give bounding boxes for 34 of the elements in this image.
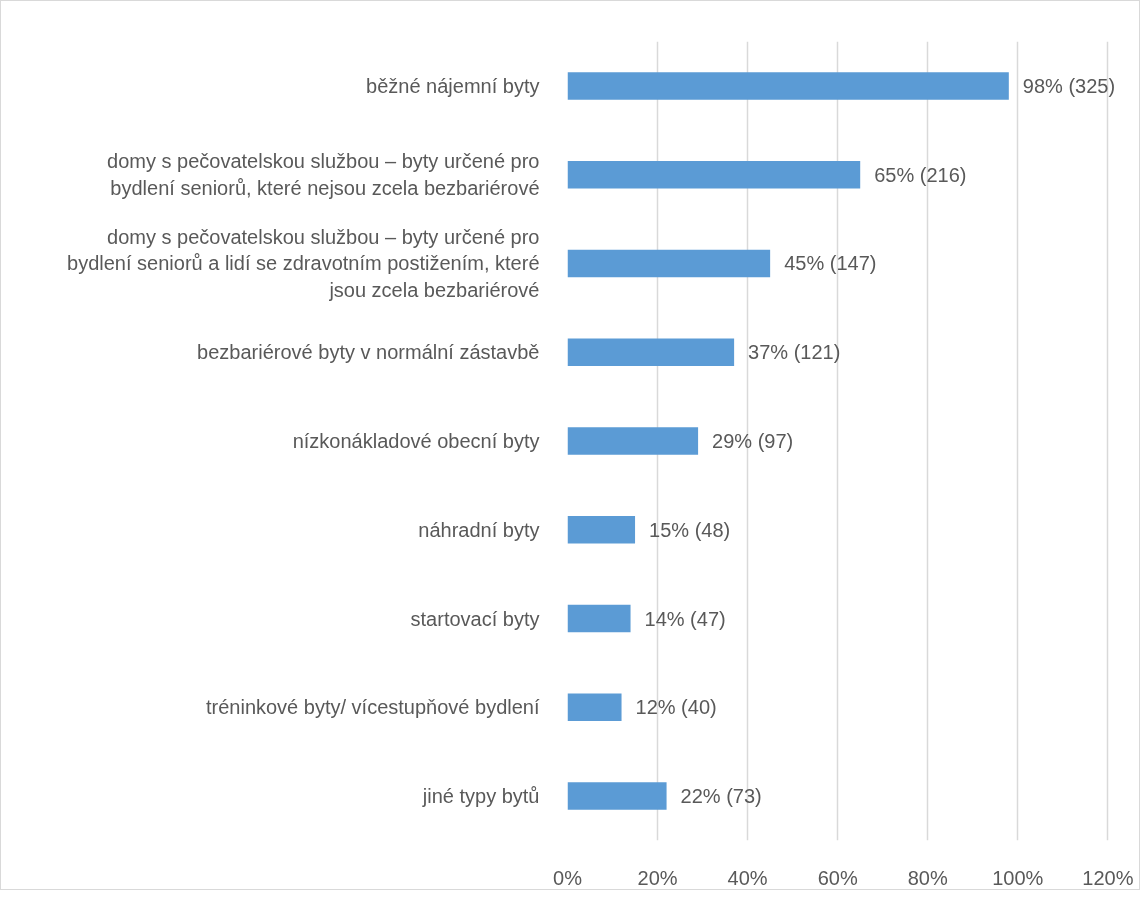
data-label: 14% (47) [644, 607, 726, 630]
data-label: 15% (48) [649, 518, 731, 541]
bar [567, 249, 771, 278]
y-tick-label: domy s pečovatelskou službou – byty určené pro bydlení seniorů, které nejsou zcela bezbariérové [107, 150, 540, 199]
x-tick-label: 120% [1082, 866, 1134, 889]
y-tick-label: náhradní byty [418, 518, 540, 541]
data-label: 29% (97) [712, 430, 794, 452]
data-label: 37% (121) [748, 341, 841, 364]
y-tick-label: tréninkové byty/ vícestupňové bydlení [205, 696, 540, 719]
x-tick-label: 40% [727, 866, 768, 889]
bar [567, 782, 667, 810]
y-tick-label: startovací byty [410, 607, 540, 630]
bar [567, 604, 631, 633]
y-tick-label: jiné typy bytů [421, 785, 540, 808]
x-tick-label: 0% [553, 866, 583, 889]
bar [567, 516, 636, 544]
bar [567, 338, 735, 366]
data-label: 98% (325) [1022, 74, 1116, 97]
bar [567, 72, 1009, 100]
data-label: 22% (73) [680, 785, 762, 808]
x-tick-label: 100% [992, 866, 1044, 889]
data-label: 12% (40) [635, 696, 717, 719]
x-tick-label: 20% [637, 866, 678, 889]
data-label: 45% (147) [784, 252, 877, 275]
x-tick-label: 80% [907, 866, 948, 889]
bar [567, 693, 622, 722]
y-tick-label: domy s pečovatelskou službou – byty určené pro bydlení seniorů a lidí se zdravotním postižením, které jsou zcela bezbariérové [67, 226, 540, 301]
y-tick-label: nízkonákladové obecní byty [292, 430, 540, 452]
x-tick-label: 60% [817, 866, 858, 889]
bar [567, 160, 861, 189]
y-tick-label: běžné nájemní byty [366, 74, 540, 97]
data-label: 65% (216) [874, 163, 967, 186]
y-tick-label: bezbariérové byty v normální zástavbě [197, 341, 540, 364]
bar [567, 427, 699, 455]
